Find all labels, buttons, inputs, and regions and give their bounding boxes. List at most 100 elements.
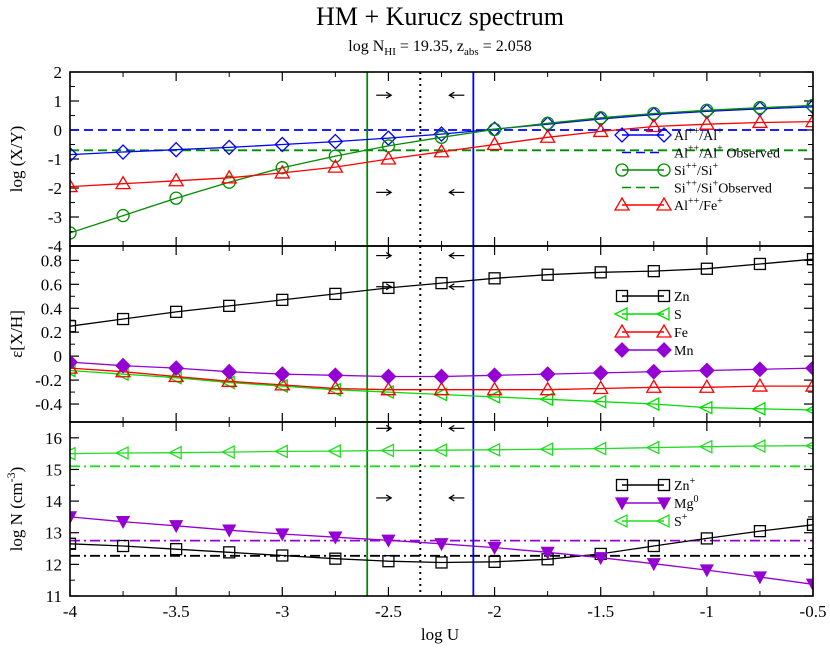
x-tick-label: -4 xyxy=(63,602,78,621)
data-point xyxy=(487,122,502,137)
data-point xyxy=(168,141,185,158)
y-axis-label-sup: -3 xyxy=(4,472,18,482)
legend-label-sup: ++ xyxy=(686,179,698,190)
data-point xyxy=(327,380,344,395)
legend-ratios: Al++/Al+Al++/Al+ ObservedSi++/Si+Si++/Si… xyxy=(613,126,780,214)
data-point xyxy=(433,126,450,142)
limit-arrow-head xyxy=(385,424,393,432)
data-point xyxy=(645,106,662,123)
y-tick-label: -4 xyxy=(48,237,63,256)
legend-marker xyxy=(613,306,628,322)
legend-marker xyxy=(657,163,671,177)
data-point xyxy=(751,401,766,416)
legend-marker xyxy=(614,127,630,143)
data-point xyxy=(434,538,449,552)
y-tick-label: 0.8 xyxy=(41,251,62,270)
data-point xyxy=(804,441,813,450)
legend-label: Zn+ xyxy=(674,476,696,494)
data-point xyxy=(592,441,607,456)
legend-marker xyxy=(656,127,672,143)
data-point xyxy=(753,101,767,115)
legend-label-mid: /Fe xyxy=(699,199,717,214)
data-point xyxy=(805,578,813,592)
y-axis-label-main: ε[X/H] xyxy=(7,310,26,358)
legend-marker xyxy=(655,306,670,322)
data-point xyxy=(433,443,448,458)
series-S+ xyxy=(70,438,813,461)
data-point xyxy=(698,115,715,130)
data-point xyxy=(804,113,813,128)
data-point xyxy=(698,439,713,454)
data-point xyxy=(168,360,185,377)
data-point xyxy=(169,305,183,319)
legend-label-sup2: + xyxy=(713,179,719,190)
data-point xyxy=(168,368,185,383)
plot-content xyxy=(70,72,813,246)
data-point xyxy=(70,354,78,371)
data-point xyxy=(594,266,607,279)
legend-label-sup: ++ xyxy=(688,196,700,207)
x-tick-label: -3 xyxy=(275,602,289,621)
data-point xyxy=(698,378,715,393)
legend-label-sup2: + xyxy=(717,126,723,137)
legend-marker xyxy=(655,196,673,211)
data-point xyxy=(486,389,501,404)
data-point xyxy=(806,518,813,531)
legend-label-sup: + xyxy=(690,476,696,487)
legend-label: Al++/Al+ Observed xyxy=(674,144,780,162)
subtitle-sub-abs: abs xyxy=(464,46,479,58)
data-point xyxy=(700,262,714,275)
panel-frame xyxy=(69,421,814,597)
subtitle-part-c: = 2.058 xyxy=(479,38,532,55)
legend-marker xyxy=(657,289,671,303)
data-point xyxy=(220,445,235,460)
series-line xyxy=(70,524,813,564)
legend-label: S xyxy=(674,308,682,323)
data-point xyxy=(380,368,397,385)
data-point xyxy=(70,446,76,461)
legend-label: S+ xyxy=(674,512,688,530)
y-tick-label: 15 xyxy=(45,460,62,479)
data-point xyxy=(645,396,660,412)
limit-arrow-head xyxy=(385,494,393,502)
data-point xyxy=(645,378,662,393)
data-point xyxy=(114,445,129,461)
limit-arrow-head xyxy=(385,252,393,260)
data-point xyxy=(435,556,448,569)
data-point xyxy=(698,362,715,379)
data-point xyxy=(647,539,660,553)
data-point xyxy=(70,537,77,550)
legend-label-sup: ++ xyxy=(688,126,700,137)
limit-arrow-head xyxy=(448,252,455,260)
legend-marker xyxy=(614,497,630,511)
legend-label-sup: + xyxy=(682,512,688,523)
data-point xyxy=(328,531,343,545)
data-point xyxy=(274,366,291,383)
legend-marker xyxy=(613,323,631,338)
data-point xyxy=(329,552,342,565)
legend-label-main: Si xyxy=(674,164,686,179)
legend-label-main: S xyxy=(674,515,682,530)
data-point xyxy=(380,130,397,147)
data-point xyxy=(274,164,291,179)
series-line xyxy=(70,445,813,455)
y-tick-label: -0.2 xyxy=(35,371,62,390)
legend-label-main: Zn xyxy=(674,479,690,494)
data-point xyxy=(488,272,501,285)
limit-arrow-head xyxy=(385,283,393,291)
data-point xyxy=(114,175,132,190)
data-point xyxy=(274,376,291,391)
x-tick-label: -3.5 xyxy=(163,602,190,621)
data-point xyxy=(169,520,184,534)
series-Mg0 xyxy=(70,511,813,592)
legend-label-mid: /Al xyxy=(699,129,717,144)
y-tick-label: 0.6 xyxy=(41,275,62,294)
legend-marker xyxy=(655,513,670,529)
series-line xyxy=(70,367,813,391)
data-point xyxy=(433,143,450,158)
data-point xyxy=(221,373,238,387)
y-axis-label: ε[X/H] xyxy=(7,310,26,358)
panel-metallicity: -0.4 -0.2 0 0.2 0.4 0.6 0.8 ε[X/H] Zn S Fe Mn xyxy=(7,245,814,423)
